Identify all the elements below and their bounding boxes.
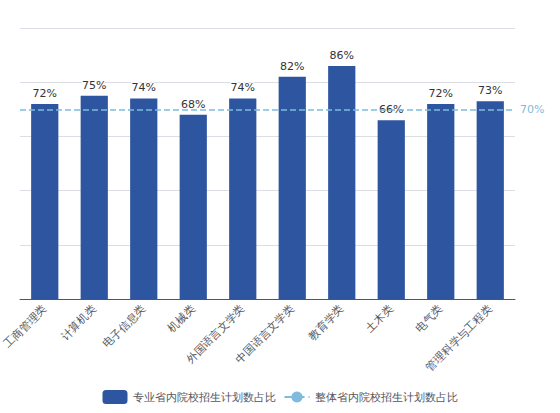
svg-text:中国语言文学类: 中国语言文学类 xyxy=(233,302,297,366)
svg-text:外国语言文学类: 外国语言文学类 xyxy=(183,302,248,366)
svg-text:机械类: 机械类 xyxy=(165,302,198,335)
svg-text:70%: 70% xyxy=(520,103,544,116)
svg-text:73%: 73% xyxy=(478,84,502,97)
svg-text:工商管理类: 工商管理类 xyxy=(1,302,49,350)
svg-text:计算机类: 计算机类 xyxy=(59,302,99,342)
svg-text:72%: 72% xyxy=(33,87,57,100)
svg-text:电气类: 电气类 xyxy=(413,302,446,335)
svg-text:电子信息类: 电子信息类 xyxy=(100,302,148,350)
svg-text:75%: 75% xyxy=(82,79,106,92)
svg-text:专业省内院校招生计划数占比: 专业省内院校招生计划数占比 xyxy=(133,391,276,404)
svg-text:整体省内院校招生计划数占比: 整体省内院校招生计划数占比 xyxy=(315,391,458,404)
svg-text:74%: 74% xyxy=(132,81,156,94)
svg-text:教育学类: 教育学类 xyxy=(306,302,346,342)
svg-text:土木类: 土木类 xyxy=(363,302,396,335)
svg-text:68%: 68% xyxy=(181,98,205,111)
svg-text:86%: 86% xyxy=(330,49,354,62)
svg-text:82%: 82% xyxy=(280,60,304,73)
svg-text:66%: 66% xyxy=(379,103,404,117)
svg-text:管理科学与工程类: 管理科学与工程类 xyxy=(423,302,494,373)
svg-text:72%: 72% xyxy=(429,87,453,100)
svg-text:74%: 74% xyxy=(231,81,255,94)
